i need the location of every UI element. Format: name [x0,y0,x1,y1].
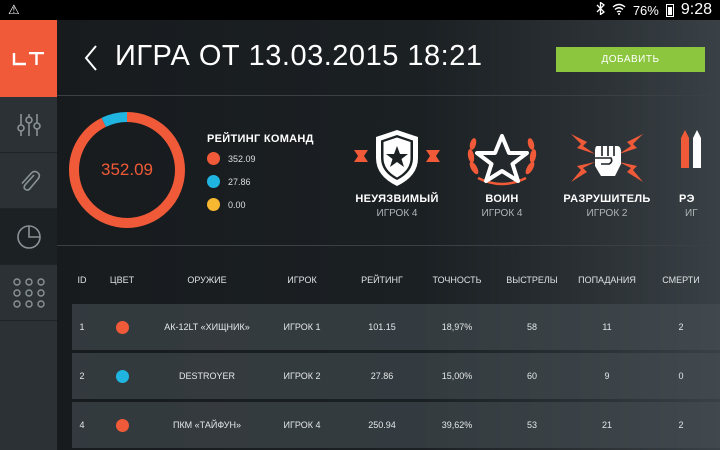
color-dot [115,320,129,334]
table-header: ID ЦВЕТ ОРУЖИЕ ИГРОК РЕЙТИНГ ТОЧНОСТЬ ВЫ… [72,256,720,304]
team-rating-value: 352.09 [101,160,153,179]
legend-dot-blue [207,175,220,188]
bluetooth-icon [596,1,605,18]
col-id[interactable]: ID [77,275,87,285]
legend-value: 27.86 [228,176,251,187]
table-row[interactable]: 1 АК-12LT «ХИЩНИК» ИГРОК 1 101.15 18,97%… [72,304,720,350]
cell-deaths: 2 [678,420,684,430]
cell-hits: 21 [601,420,612,430]
achievement-title: ВОИН [485,193,519,205]
col-player[interactable]: ИГРОК [287,275,317,285]
cell-hits: 11 [602,322,612,332]
legend-value: 352.09 [228,153,256,164]
sidebar-item-apps[interactable] [0,265,57,321]
team-rating-title: РЕЙТИНГ КОМАНД [207,133,314,145]
cell-deaths: 2 [678,322,684,332]
cell-player: ИГРОК 1 [283,322,321,332]
achievement-player: ИГРОК 4 [376,208,418,219]
app-logo[interactable] [0,20,57,97]
cell-player: ИГРОК 2 [283,371,321,381]
rating-panel: 352.09 РЕЙТИНГ КОМАНД 352.09 27.86 0.00 [57,96,720,246]
achievement-player: ИГРОК 2 [586,208,628,219]
achievement-title: РАЗРУШИТЕЛЬ [563,193,651,205]
achievement-title: НЕУЯЗВИМЫЙ [355,193,439,205]
shield-star-icon [342,126,452,188]
table-row[interactable]: 2 DESTROYER ИГРОК 2 27.86 15,00% 60 9 0 [72,353,720,399]
col-accuracy[interactable]: ТОЧНОСТЬ [432,275,482,285]
cell-id: 4 [79,420,85,430]
col-color[interactable]: ЦВЕТ [109,275,135,285]
col-deaths[interactable]: СМЕРТИ [662,275,700,285]
page-header: ИГРА ОТ 13.03.2015 18:21 ДОБАВИТЬ [57,20,720,96]
cell-accuracy: 18,97% [441,322,473,332]
sidebar-item-settings[interactable] [0,97,57,153]
pie-chart-icon [16,224,41,249]
cell-shots: 53 [526,420,537,430]
legend-value: 0.00 [228,199,246,210]
sidebar [0,20,57,450]
cell-hits: 9 [604,371,610,381]
cell-accuracy: 39,62% [441,420,473,430]
clock: 9:28 [680,1,712,18]
cell-weapon: DESTROYER [178,371,235,381]
sidebar-item-statistics[interactable] [0,209,57,265]
legend-item: 0.00 [207,198,246,211]
battery-icon [665,3,674,17]
cell-rating: 27.86 [370,371,394,381]
achievement-partial[interactable]: РЭ ИГ [657,126,720,219]
status-bar: ⚠ 76% 9:28 [0,0,720,20]
logo-icon [12,51,44,65]
cell-deaths: 0 [678,371,684,381]
team-rating-donut [69,112,185,228]
chevron-left-icon [84,45,97,71]
wifi-icon [612,3,626,18]
color-dot [115,418,129,432]
cell-accuracy: 15,00% [441,371,473,381]
laurel-star-icon [447,126,557,188]
cell-color [92,320,152,334]
cell-rating: 250.94 [368,420,396,430]
cell-color [92,418,152,432]
legend-item: 352.09 [207,152,256,165]
col-hits[interactable]: ПОПАДАНИЯ [578,275,636,285]
cell-id: 2 [79,371,85,381]
warning-icon: ⚠ [8,2,20,17]
achievement-player: ИГРОК 4 [481,208,523,219]
col-rating[interactable]: РЕЙТИНГ [361,275,403,285]
grid-icon [12,277,45,308]
cell-rating: 101.15 [368,322,396,332]
cell-weapon: ПКМ «ТАЙФУН» [172,420,242,430]
sidebar-item-attachments[interactable] [0,153,57,209]
cell-weapon: АК-12LT «ХИЩНИК» [164,322,250,332]
legend-item: 27.86 [207,175,251,188]
main-content: ИГРА ОТ 13.03.2015 18:21 ДОБАВИТЬ 352.09… [57,20,720,450]
col-shots[interactable]: ВЫСТРЕЛЫ [506,275,558,285]
cell-id: 1 [79,322,85,332]
achievement-warrior[interactable]: ВОИН ИГРОК 4 [447,126,557,219]
achievement-player: ИГ [685,208,698,219]
achievement-destroyer[interactable]: РАЗРУШИТЕЛЬ ИГРОК 2 [552,126,662,219]
color-dot [115,369,129,383]
paperclip-icon [20,170,40,191]
col-weapon[interactable]: ОРУЖИЕ [187,275,227,285]
cell-shots: 58 [526,322,537,332]
cell-shots: 60 [526,371,537,381]
bullets-icon [657,126,720,188]
legend-dot-yellow [207,198,220,211]
battery-percent: 76% [632,2,659,18]
cell-color [92,369,152,383]
achievement-title: РЭ [679,193,695,205]
cell-player: ИГРОК 4 [283,420,321,430]
back-button[interactable] [83,44,99,77]
sliders-icon [16,113,41,136]
players-table: ID ЦВЕТ ОРУЖИЕ ИГРОК РЕЙТИНГ ТОЧНОСТЬ ВЫ… [72,256,720,450]
add-button[interactable]: ДОБАВИТЬ [556,47,705,72]
fist-lightning-icon [552,126,662,188]
page-title: ИГРА ОТ 13.03.2015 18:21 [115,40,483,72]
donut-segment [69,112,185,228]
achievement-invulnerable[interactable]: НЕУЯЗВИМЫЙ ИГРОК 4 [342,126,452,219]
legend-dot-orange [207,152,220,165]
table-row[interactable]: 4 ПКМ «ТАЙФУН» ИГРОК 4 250.94 39,62% 53 … [72,402,720,448]
